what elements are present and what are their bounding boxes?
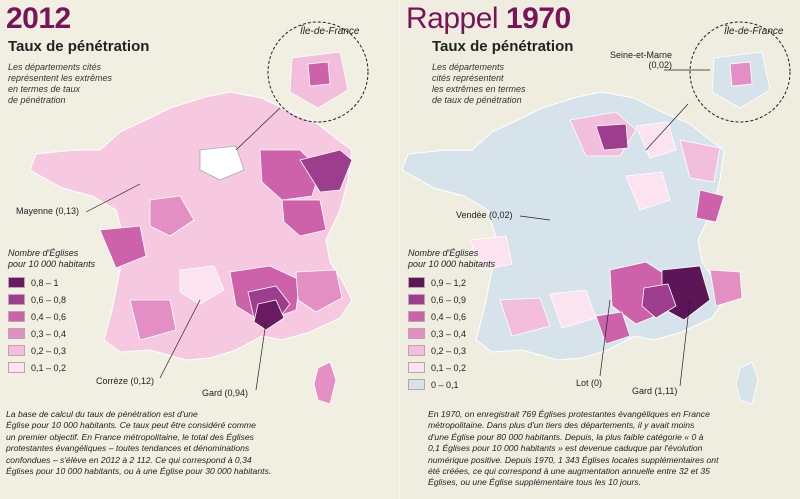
body-line: confondues – s'élève en 2012 à 2 112. Ce… [6,455,392,466]
legend-swatch [408,328,425,339]
legend-swatch [8,277,25,288]
legend-row: 0,4 – 0,6 [408,308,495,325]
legend-label: 0,3 – 0,4 [31,329,66,339]
inset-label-1970: Île-de-France [724,26,783,37]
legend-title-line: pour 10 000 habitants [8,259,95,270]
callout-correze: Corrèze (0,12) [96,376,154,386]
legend-swatch [8,345,25,356]
body-line: un premier objectif. En France métropoli… [6,432,392,443]
body-line: numérique positive. Depuis 1970, 1 343 É… [428,455,794,466]
note-line: de taux de pénétration [432,95,526,106]
legend-swatch [408,311,425,322]
body-line: La base de calcul du taux de pénétration… [6,409,392,420]
legend-swatch [408,277,425,288]
legend-title: Nombre d'Églises pour 10 000 habitants [408,248,495,270]
legend-label: 0 – 0,1 [431,380,459,390]
legend-row: 0,9 – 1,2 [408,274,495,291]
callout-gard: Gard (0,94) [202,388,248,398]
body-line: 0,1 Églises pour 10 000 habitants » est … [428,443,794,454]
callout-vendee: Vendée (0,02) [456,210,513,220]
body-line: métropolitaine. Dans plus d'un tiers des… [428,420,794,431]
legend-2012: Nombre d'Églises pour 10 000 habitants 0… [8,248,95,376]
legend-title-line: Nombre d'Églises [408,248,495,259]
legend-label: 0,8 – 1 [31,278,59,288]
body-line: Églises, ou une Église supplémentaire to… [428,477,794,488]
note-line: Les départements [432,62,526,73]
note-line: de pénétration [8,95,112,106]
legend-label: 0,2 – 0,3 [31,346,66,356]
legend-swatch [8,362,25,373]
map-panel-1970: Rappel 1970 Taux de pénétration Les dépa… [400,0,800,499]
legend-label: 0,9 – 1,2 [431,278,466,288]
legend-swatch [408,362,425,373]
inset-label-2012: Île-de-France [300,26,359,37]
callout-mayenne: Mayenne (0,13) [16,206,79,216]
body-line: protestantes évangéliques – toutes tenda… [6,443,392,454]
subtitle-2012: Taux de pénétration [8,38,149,55]
legend-label: 0,4 – 0,6 [31,312,66,322]
legend-label: 0,6 – 0,9 [431,295,466,305]
note-line: cités représentent [432,73,526,84]
legend-swatch [8,328,25,339]
legend-row: 0,6 – 0,9 [408,291,495,308]
legend-swatch [408,294,425,305]
legend-label: 0,1 – 0,2 [31,363,66,373]
legend-label: 0,3 – 0,4 [431,329,466,339]
legend-label: 0,2 – 0,3 [431,346,466,356]
legend-1970: Nombre d'Églises pour 10 000 habitants 0… [408,248,495,393]
year-title-1970: Rappel 1970 [406,2,571,36]
callout-gard-1970: Gard (1,11) [632,386,677,396]
body-text-2012: La base de calcul du taux de pénétration… [6,409,392,477]
body-line: été créées, ce qui correspond à une augm… [428,466,794,477]
legend-row: 0,1 – 0,2 [408,359,495,376]
legend-row: 0,3 – 0,4 [8,325,95,342]
legend-row: 0,8 – 1 [8,274,95,291]
legend-title-line: pour 10 000 habitants [408,259,495,270]
subtitle-1970: Taux de pénétration [432,38,573,55]
callout-seine-et-marne-value: (0,02) [610,60,672,70]
legend-row: 0,2 – 0,3 [408,342,495,359]
note-line: les extrêmes en termes [432,84,526,95]
legend-label: 0,4 – 0,6 [431,312,466,322]
legend-swatch [408,379,425,390]
callout-seine-et-marne-name: Seine-et-Marne [610,50,672,60]
year-title-2012: 2012 [6,2,71,36]
legend-row: 0,6 – 0,8 [8,291,95,308]
legend-row: 0,1 – 0,2 [8,359,95,376]
legend-swatch [8,311,25,322]
legend-swatch [8,294,25,305]
note-2012: Les départements cités représentent les … [8,62,112,106]
legend-row: 0,4 – 0,6 [8,308,95,325]
rappel-label: Rappel [406,2,498,35]
callout-seine-et-marne: Seine-et-Marne (0,02) [610,50,672,70]
corsica [736,362,758,404]
note-1970: Les départements cités représentent les … [432,62,526,106]
callout-lot: Lot (0) [576,378,602,388]
legend-row: 0 – 0,1 [408,376,495,393]
note-line: représentent les extrêmes [8,73,112,84]
legend-label: 0,1 – 0,2 [431,363,466,373]
body-line: d'une Église pour 80 000 habitants. Depu… [428,432,794,443]
body-line: En 1970, on enregistrait 769 Églises pro… [428,409,794,420]
map-panel-2012: 2012 Taux de pénétration Les département… [0,0,400,499]
legend-row: 0,2 – 0,3 [8,342,95,359]
corsica [314,362,336,404]
body-line: Église pour 10 000 habitants. Ce taux pe… [6,420,392,431]
legend-title: Nombre d'Églises pour 10 000 habitants [8,248,95,270]
note-line: en termes de taux [8,84,112,95]
body-line: Églises pour 10 000 habitants, ou à une … [6,466,392,477]
body-text-1970: En 1970, on enregistrait 769 Églises pro… [428,409,794,489]
note-line: Les départements cités [8,62,112,73]
year-1970: 1970 [506,2,571,35]
legend-title-line: Nombre d'Églises [8,248,95,259]
legend-label: 0,6 – 0,8 [31,295,66,305]
legend-row: 0,3 – 0,4 [408,325,495,342]
legend-swatch [408,345,425,356]
